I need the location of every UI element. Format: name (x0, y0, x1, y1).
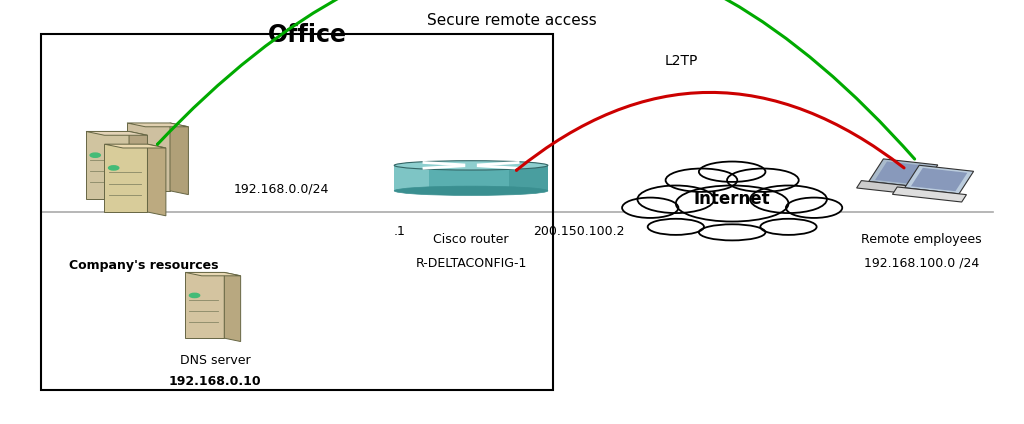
Text: 192.168.0.0/24: 192.168.0.0/24 (233, 182, 330, 195)
Text: 192.168.100.0 /24: 192.168.100.0 /24 (864, 257, 979, 270)
Text: Company's resources: Company's resources (69, 259, 218, 272)
Ellipse shape (622, 198, 678, 218)
Polygon shape (127, 123, 170, 191)
Polygon shape (147, 144, 166, 216)
Circle shape (109, 166, 119, 170)
Polygon shape (129, 131, 147, 203)
Text: Internet: Internet (694, 190, 770, 208)
Text: 192.168.0.10: 192.168.0.10 (169, 375, 261, 388)
Text: L2TP: L2TP (665, 54, 697, 68)
Circle shape (189, 293, 200, 298)
Polygon shape (104, 144, 147, 212)
Ellipse shape (637, 186, 714, 213)
Ellipse shape (750, 186, 827, 213)
Polygon shape (857, 181, 931, 195)
Ellipse shape (394, 186, 548, 195)
Polygon shape (876, 162, 932, 185)
Text: 200.150.100.2: 200.150.100.2 (532, 225, 625, 238)
Text: DNS server: DNS server (180, 354, 250, 367)
Ellipse shape (786, 198, 842, 218)
Ellipse shape (647, 219, 703, 235)
Polygon shape (510, 165, 548, 191)
Polygon shape (86, 131, 129, 199)
Text: Cisco router: Cisco router (433, 233, 509, 246)
FancyArrowPatch shape (516, 92, 904, 170)
Polygon shape (185, 272, 224, 338)
Polygon shape (904, 165, 974, 194)
Polygon shape (185, 272, 241, 276)
Text: .1: .1 (393, 225, 406, 238)
Text: Remote employees: Remote employees (861, 233, 982, 246)
Text: Office: Office (267, 22, 347, 47)
Polygon shape (224, 272, 241, 342)
Polygon shape (394, 165, 548, 191)
Ellipse shape (698, 224, 765, 240)
Polygon shape (868, 159, 938, 187)
Polygon shape (104, 144, 166, 148)
Circle shape (90, 153, 100, 157)
Ellipse shape (760, 219, 817, 235)
Polygon shape (394, 165, 429, 191)
Ellipse shape (676, 186, 788, 221)
FancyArrowPatch shape (158, 0, 914, 159)
Polygon shape (86, 131, 147, 135)
Polygon shape (127, 123, 188, 127)
Ellipse shape (727, 168, 799, 192)
Circle shape (131, 145, 141, 149)
Polygon shape (911, 168, 968, 191)
Polygon shape (893, 187, 967, 202)
Ellipse shape (394, 161, 548, 170)
Text: Secure remote access: Secure remote access (427, 13, 597, 28)
Text: R-DELTACONFIG-1: R-DELTACONFIG-1 (416, 257, 526, 270)
Ellipse shape (698, 162, 765, 182)
Polygon shape (170, 123, 188, 195)
Ellipse shape (666, 168, 737, 192)
